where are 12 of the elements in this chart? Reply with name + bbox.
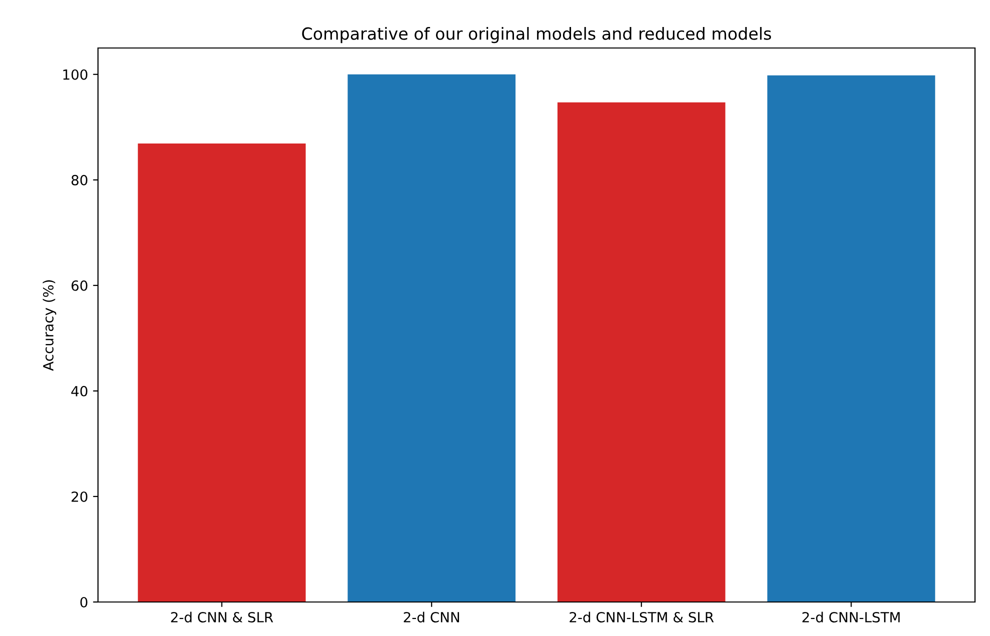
y-tick-label: 100 [63,69,88,80]
chart-title: Comparative of our original models and reduced models [302,27,772,44]
x-tick-label: 2-d CNN-LSTM [802,612,900,622]
y-tick-label: 0 [80,596,88,608]
x-tick-label: 2-d CNN & SLR [171,612,274,622]
y-tick-label: 40 [71,386,88,396]
y-tick-label: 20 [72,491,88,502]
y-tick-label: 60 [72,280,88,291]
y-axis-title: Accuracy (%) [42,280,56,371]
y-tick-label: 80 [72,174,88,186]
x-tick-label: 2-d CNN [404,612,460,622]
x-tick-label: 2-d CNN-LSTM & SLR [570,612,714,622]
